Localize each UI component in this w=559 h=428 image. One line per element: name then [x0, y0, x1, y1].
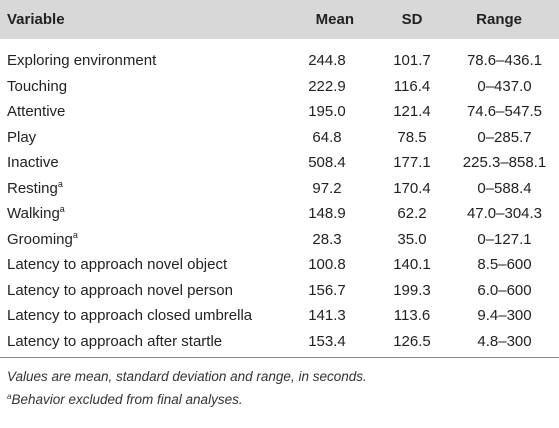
variable-label: Play [7, 128, 37, 146]
footnote-excluded: aBehavior excluded from final analyses. [7, 388, 559, 411]
header-mean: Mean [315, 11, 354, 28]
cell-sd: 35.0 [397, 230, 427, 248]
cell-sd: 140.1 [393, 256, 431, 274]
cell-variable: Attentive [0, 99, 262, 125]
variable-label: Walking [7, 205, 60, 223]
cell-mean: 97.2 [312, 179, 342, 197]
table-row: Attentive 195.0 121.4 74.6–547.5 [0, 99, 559, 125]
header-range: Range [476, 11, 522, 28]
cell-range: 0–127.1 [477, 230, 532, 248]
table-row: Latency to approach after startle 153.4 12… [0, 329, 559, 355]
table-header: Variable Mean SD Range [0, 0, 559, 39]
cell-range: 0–588.4 [477, 179, 532, 197]
table-row: Walkinga 148.9 62.2 47.0–304.3 [0, 201, 559, 227]
footnote-excluded-text: Behavior excluded from final analyses. [11, 392, 243, 407]
cell-variable: Play [0, 125, 262, 151]
cell-sd: 116.4 [393, 77, 431, 95]
cell-mean: 153.4 [308, 332, 346, 350]
cell-mean: 222.9 [308, 77, 346, 95]
cell-variable: Latency to approach novel object [0, 252, 262, 278]
cell-variable: Latency to approach novel person [0, 278, 262, 304]
cell-range: 225.3–858.1 [462, 154, 547, 172]
variable-label: Touching [7, 77, 68, 95]
cell-sd: 113.6 [393, 307, 431, 325]
cell-range: 74.6–547.5 [466, 103, 543, 121]
footnote-values: Values are mean, standard deviation and … [7, 369, 367, 384]
table-row: Groominga 28.3 35.0 0–127.1 [0, 227, 559, 253]
data-table-container: Variable Mean SD Range Exploring environ… [0, 0, 559, 411]
variable-label: Latency to approach novel person [7, 281, 233, 299]
table-footnotes: Values are mean, standard deviation and … [0, 358, 559, 411]
table-row: Inactive 508.4 177.1 225.3–858.1 [0, 150, 559, 176]
cell-range: 9.4–300 [477, 307, 532, 325]
cell-variable: Latency to approach closed umbrella [0, 303, 262, 329]
header-variable: Variable [7, 11, 65, 28]
cell-mean: 148.9 [308, 205, 346, 223]
cell-sd: 170.4 [393, 179, 431, 197]
cell-mean: 195.0 [308, 103, 346, 121]
cell-sd: 101.7 [393, 52, 431, 70]
table-bottom-rule [0, 357, 559, 358]
table-row: Latency to approach novel object 100.8 140… [0, 252, 559, 278]
table-row: Latency to approach novel person 156.7 199… [0, 278, 559, 304]
cell-mean: 28.3 [312, 230, 342, 248]
cell-variable: Restinga [0, 176, 262, 202]
cell-sd: 177.1 [393, 154, 431, 172]
variable-label: Resting [7, 179, 58, 197]
table-row: Exploring environment 244.8 101.7 78.6–436.… [0, 48, 559, 74]
variable-label: Latency to approach closed umbrella [7, 307, 253, 325]
table-body: Exploring environment 244.8 101.7 78.6–436.… [0, 39, 559, 354]
header-spacer [0, 39, 559, 48]
variable-label: Inactive [7, 154, 59, 172]
cell-mean: 141.3 [308, 307, 346, 325]
variable-label: Attentive [7, 103, 66, 121]
cell-mean: 156.7 [308, 281, 346, 299]
cell-sd: 126.5 [393, 332, 431, 350]
cell-sd: 121.4 [393, 103, 431, 121]
cell-range: 0–437.0 [477, 77, 532, 95]
footnote-marker: a [72, 229, 78, 240]
cell-mean: 508.4 [308, 154, 346, 172]
cell-mean: 64.8 [312, 128, 342, 146]
cell-variable: Latency to approach after startle [0, 329, 262, 355]
cell-mean: 244.8 [308, 52, 346, 70]
cell-range: 8.5–600 [477, 256, 532, 274]
behavior-statistics-table: Variable Mean SD Range Exploring environ… [0, 0, 559, 354]
table-row: Play 64.8 78.5 0–285.7 [0, 125, 559, 151]
table-row: Restinga 97.2 170.4 0–588.4 [0, 176, 559, 202]
cell-sd: 199.3 [393, 281, 431, 299]
cell-sd: 62.2 [397, 205, 427, 223]
variable-label: Latency to approach after startle [7, 332, 223, 350]
cell-range: 0–285.7 [477, 128, 532, 146]
variable-label: Exploring environment [7, 52, 157, 70]
table-row: Touching 222.9 116.4 0–437.0 [0, 74, 559, 100]
cell-range: 4.8–300 [477, 332, 532, 350]
cell-mean: 100.8 [308, 256, 346, 274]
footnote-marker: a [57, 178, 63, 189]
cell-range: 47.0–304.3 [466, 205, 543, 223]
table-row: Latency to approach closed umbrella 141.3… [0, 303, 559, 329]
cell-sd: 78.5 [397, 128, 427, 146]
cell-variable: Groominga [0, 227, 262, 253]
cell-range: 6.0–600 [477, 281, 532, 299]
cell-variable: Inactive [0, 150, 262, 176]
footnote-marker: a [7, 392, 12, 401]
variable-label: Grooming [7, 230, 73, 248]
cell-variable: Walkinga [0, 201, 262, 227]
header-sd: SD [401, 11, 423, 28]
cell-range: 78.6–436.1 [466, 52, 543, 70]
cell-variable: Exploring environment [0, 48, 262, 74]
header-row: Variable Mean SD Range [0, 0, 559, 39]
cell-variable: Touching [0, 74, 262, 100]
footnote-marker: a [59, 204, 65, 215]
variable-label: Latency to approach novel object [7, 256, 228, 274]
